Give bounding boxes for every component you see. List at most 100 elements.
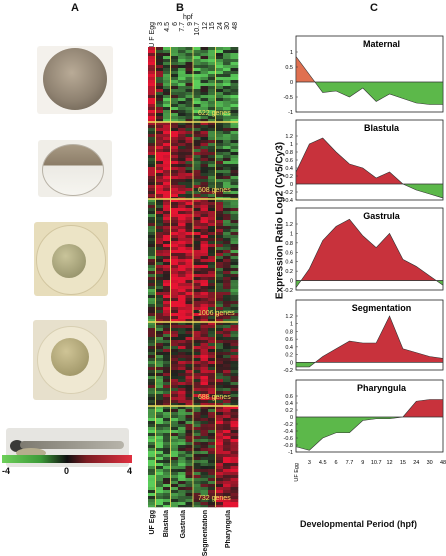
heatmap-cell — [185, 244, 194, 248]
heatmap-cell — [208, 167, 216, 171]
heatmap-cell — [163, 229, 171, 233]
heatmap-cell — [230, 146, 239, 150]
heatmap-cell — [178, 241, 186, 245]
heatmap-cell — [185, 98, 194, 102]
heatmap-cell — [178, 448, 186, 452]
heatmap-cell — [170, 355, 179, 359]
heatmap-cell — [185, 179, 194, 183]
heatmap-cell — [230, 328, 239, 332]
heatmap-cell — [200, 217, 209, 221]
heatmap-cell — [185, 232, 194, 236]
heatmap-cell — [170, 472, 179, 476]
heatmap-cell — [155, 373, 164, 377]
heatmap-cell — [200, 176, 209, 180]
heatmap-cell — [230, 307, 239, 311]
heatmap-cell — [200, 481, 209, 485]
heatmap-cell — [230, 325, 239, 329]
heatmap-cell — [193, 373, 201, 377]
heatmap-cell — [215, 71, 224, 75]
y-tick-label: 1 — [290, 142, 293, 148]
heatmap-cell — [155, 493, 164, 497]
heatmap-cell — [223, 430, 231, 434]
heatmap-cell — [200, 379, 209, 383]
heatmap-cell — [148, 352, 156, 356]
heatmap-cell — [215, 208, 224, 212]
heatmap-cell — [230, 418, 239, 422]
heatmap-cell — [148, 280, 156, 284]
heatmap-cell — [223, 146, 231, 150]
heatmap-cell — [148, 235, 156, 239]
heatmap-cell — [230, 80, 239, 84]
heatmap-cell — [208, 137, 216, 141]
heatmap-cell — [208, 259, 216, 263]
heatmap-cell — [200, 475, 209, 479]
heatmap-cell — [230, 274, 239, 278]
heatmap-cell — [208, 361, 216, 365]
heatmap-cell — [193, 80, 201, 84]
heatmap-cell — [148, 194, 156, 198]
heatmap-cell — [155, 179, 164, 183]
heatmap-cell — [208, 229, 216, 233]
heatmap-cell — [215, 116, 224, 120]
heatmap-cell — [178, 427, 186, 431]
heatmap-cell — [193, 433, 201, 437]
heatmap-cell — [148, 232, 156, 236]
heatmap-cell — [163, 352, 171, 356]
heatmap-cell — [170, 451, 179, 455]
heatmap-cell — [200, 409, 209, 413]
heatmap-cell — [223, 250, 231, 254]
heatmap-cell — [200, 232, 209, 236]
heatmap-cell — [215, 448, 224, 452]
heatmap-cell — [230, 71, 239, 75]
heatmap-cell — [178, 292, 186, 296]
heatmap-cell — [148, 214, 156, 218]
heatmap-cell — [208, 247, 216, 251]
heatmap-cell — [178, 155, 186, 159]
heatmap-cell — [215, 176, 224, 180]
heatmap-cell — [170, 307, 179, 311]
heatmap-cell — [223, 301, 231, 305]
heatmap-cell — [178, 98, 186, 102]
heatmap-cell — [230, 134, 239, 138]
heatmap-cell — [208, 391, 216, 395]
heatmap-cell — [155, 499, 164, 503]
heatmap-cell — [178, 475, 186, 479]
heatmap-cell — [178, 454, 186, 458]
heatmap-cell — [178, 388, 186, 392]
heatmap-cell — [185, 469, 194, 473]
heatmap-cell — [148, 316, 156, 320]
heatmap-cell — [215, 490, 224, 494]
heatmap-cell — [208, 223, 216, 227]
heatmap-cell — [178, 283, 186, 287]
heatmap-cell — [155, 355, 164, 359]
y-tick-label: -1 — [288, 450, 293, 456]
y-tick-label: 0.6 — [285, 158, 293, 164]
heatmap-cell — [185, 119, 194, 123]
heatmap-cell — [200, 313, 209, 317]
heatmap-cell — [230, 289, 239, 293]
heatmap-cell — [215, 478, 224, 482]
heatmap-cell — [170, 424, 179, 428]
heatmap-cell — [155, 244, 164, 248]
heatmap-cell — [208, 367, 216, 371]
heatmap-cell — [170, 388, 179, 392]
heatmap-cell — [163, 268, 171, 272]
heatmap-cell — [185, 214, 194, 218]
heatmap-cell — [163, 283, 171, 287]
heatmap-cell — [230, 256, 239, 260]
heatmap-cell — [230, 439, 239, 443]
heatmap-cell — [215, 385, 224, 389]
heatmap-cell — [208, 403, 216, 407]
heatmap-cell — [223, 460, 231, 464]
heatmap-cell — [148, 376, 156, 380]
heatmap-cell — [230, 301, 239, 305]
heatmap-cell — [200, 47, 209, 51]
heatmap-cell — [170, 448, 179, 452]
heatmap-cell — [163, 47, 171, 51]
heatmap-cell — [230, 182, 239, 186]
heatmap-cell — [170, 113, 179, 117]
heatmap-cell — [193, 439, 201, 443]
heatmap-cell — [148, 59, 156, 63]
heatmap-cell — [215, 322, 224, 326]
heatmap-cell — [178, 86, 186, 90]
